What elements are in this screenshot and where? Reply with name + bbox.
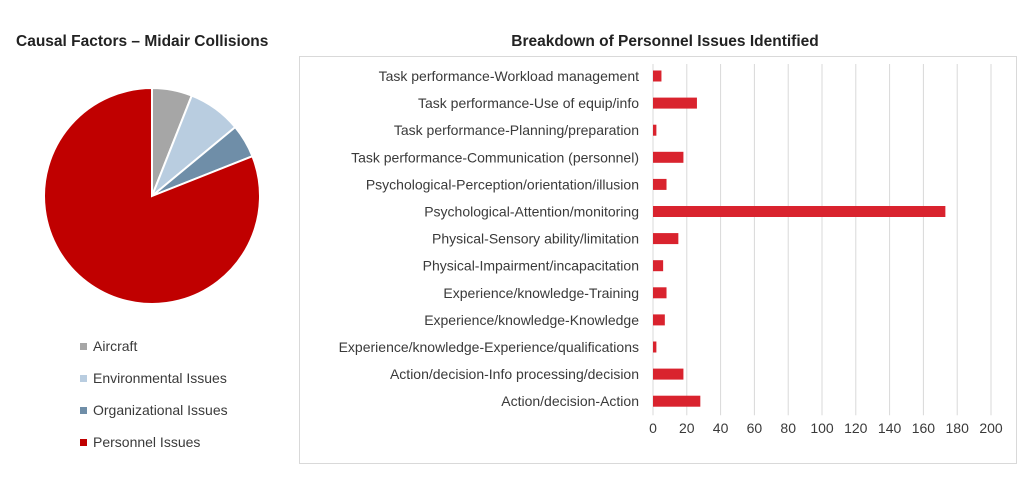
- bar: [653, 260, 664, 272]
- legend-label: Aircraft: [93, 338, 138, 354]
- bar: [653, 124, 657, 136]
- y-category-label: Physical-Sensory ability/limitation: [432, 231, 639, 247]
- pie-chart-title: Causal Factors – Midair Collisions: [16, 33, 269, 50]
- bar-chart: 0 20 40 60 80 100 120 140 160 180 200 Task performa…: [339, 64, 1003, 436]
- x-tick-label: 40: [713, 420, 729, 436]
- x-tick-label: 140: [878, 420, 902, 436]
- bar-chart-frame: [299, 56, 1017, 464]
- legend-label: Personnel Issues: [93, 434, 201, 450]
- legend-swatch: [80, 342, 87, 350]
- bar: [653, 341, 657, 353]
- legend-item-personnel-issues: Personnel Issues: [80, 426, 228, 458]
- y-category-label: Action/decision-Info processing/decision: [390, 366, 639, 382]
- bar: [653, 151, 684, 163]
- y-category-label: Task performance-Communication (personne…: [351, 149, 639, 165]
- y-category-label: Experience/knowledge-Training: [443, 285, 639, 301]
- x-tick-label: 120: [844, 420, 868, 436]
- bar: [653, 314, 665, 326]
- legend-swatch: [80, 406, 87, 414]
- legend-label: Organizational Issues: [93, 402, 228, 418]
- legend-item-aircraft: Aircraft: [80, 330, 228, 362]
- y-category-label: Task performance-Workload management: [379, 68, 640, 84]
- x-tick-label: 0: [649, 420, 657, 436]
- legend-item-organizational-issues: Organizational Issues: [80, 394, 228, 426]
- bar: [653, 178, 667, 190]
- bar: [653, 395, 701, 407]
- legend-label: Environmental Issues: [93, 370, 227, 386]
- bar-chart-title: Breakdown of Personnel Issues Identified: [511, 33, 819, 50]
- y-category-label: Experience/knowledge-Knowledge: [424, 312, 639, 328]
- x-tick-label: 60: [747, 420, 763, 436]
- legend-swatch: [80, 374, 87, 382]
- bar: [653, 70, 662, 82]
- legend-swatch: [80, 438, 87, 446]
- x-tick-label: 200: [979, 420, 1003, 436]
- y-category-label: Psychological-Perception/orientation/ill…: [366, 176, 639, 192]
- x-tick-label: 100: [810, 420, 834, 436]
- y-category-label: Physical-Impairment/incapacitation: [423, 258, 639, 274]
- x-tick-label: 20: [679, 420, 695, 436]
- x-tick-label: 80: [780, 420, 796, 436]
- bar: [653, 97, 697, 109]
- pie-slice-personnel-issues: [43, 86, 261, 305]
- bar: [653, 206, 946, 217]
- y-category-label: Experience/knowledge-Experience/qualific…: [339, 339, 639, 355]
- y-category-label: Task performance-Use of equip/info: [418, 95, 639, 111]
- bar: [653, 368, 684, 380]
- bar: [653, 233, 679, 245]
- y-category-label: Task performance-Planning/preparation: [394, 122, 639, 138]
- pie-chart: [43, 86, 261, 305]
- y-category-label: Psychological-Attention/monitoring: [424, 204, 639, 220]
- legend-item-environmental-issues: Environmental Issues: [80, 362, 228, 394]
- x-tick-label: 180: [946, 420, 970, 436]
- bar: [653, 287, 667, 299]
- pie-legend: Aircraft Environmental Issues Organizati…: [80, 330, 228, 458]
- y-category-label: Action/decision-Action: [501, 393, 639, 409]
- x-tick-label: 160: [912, 420, 936, 436]
